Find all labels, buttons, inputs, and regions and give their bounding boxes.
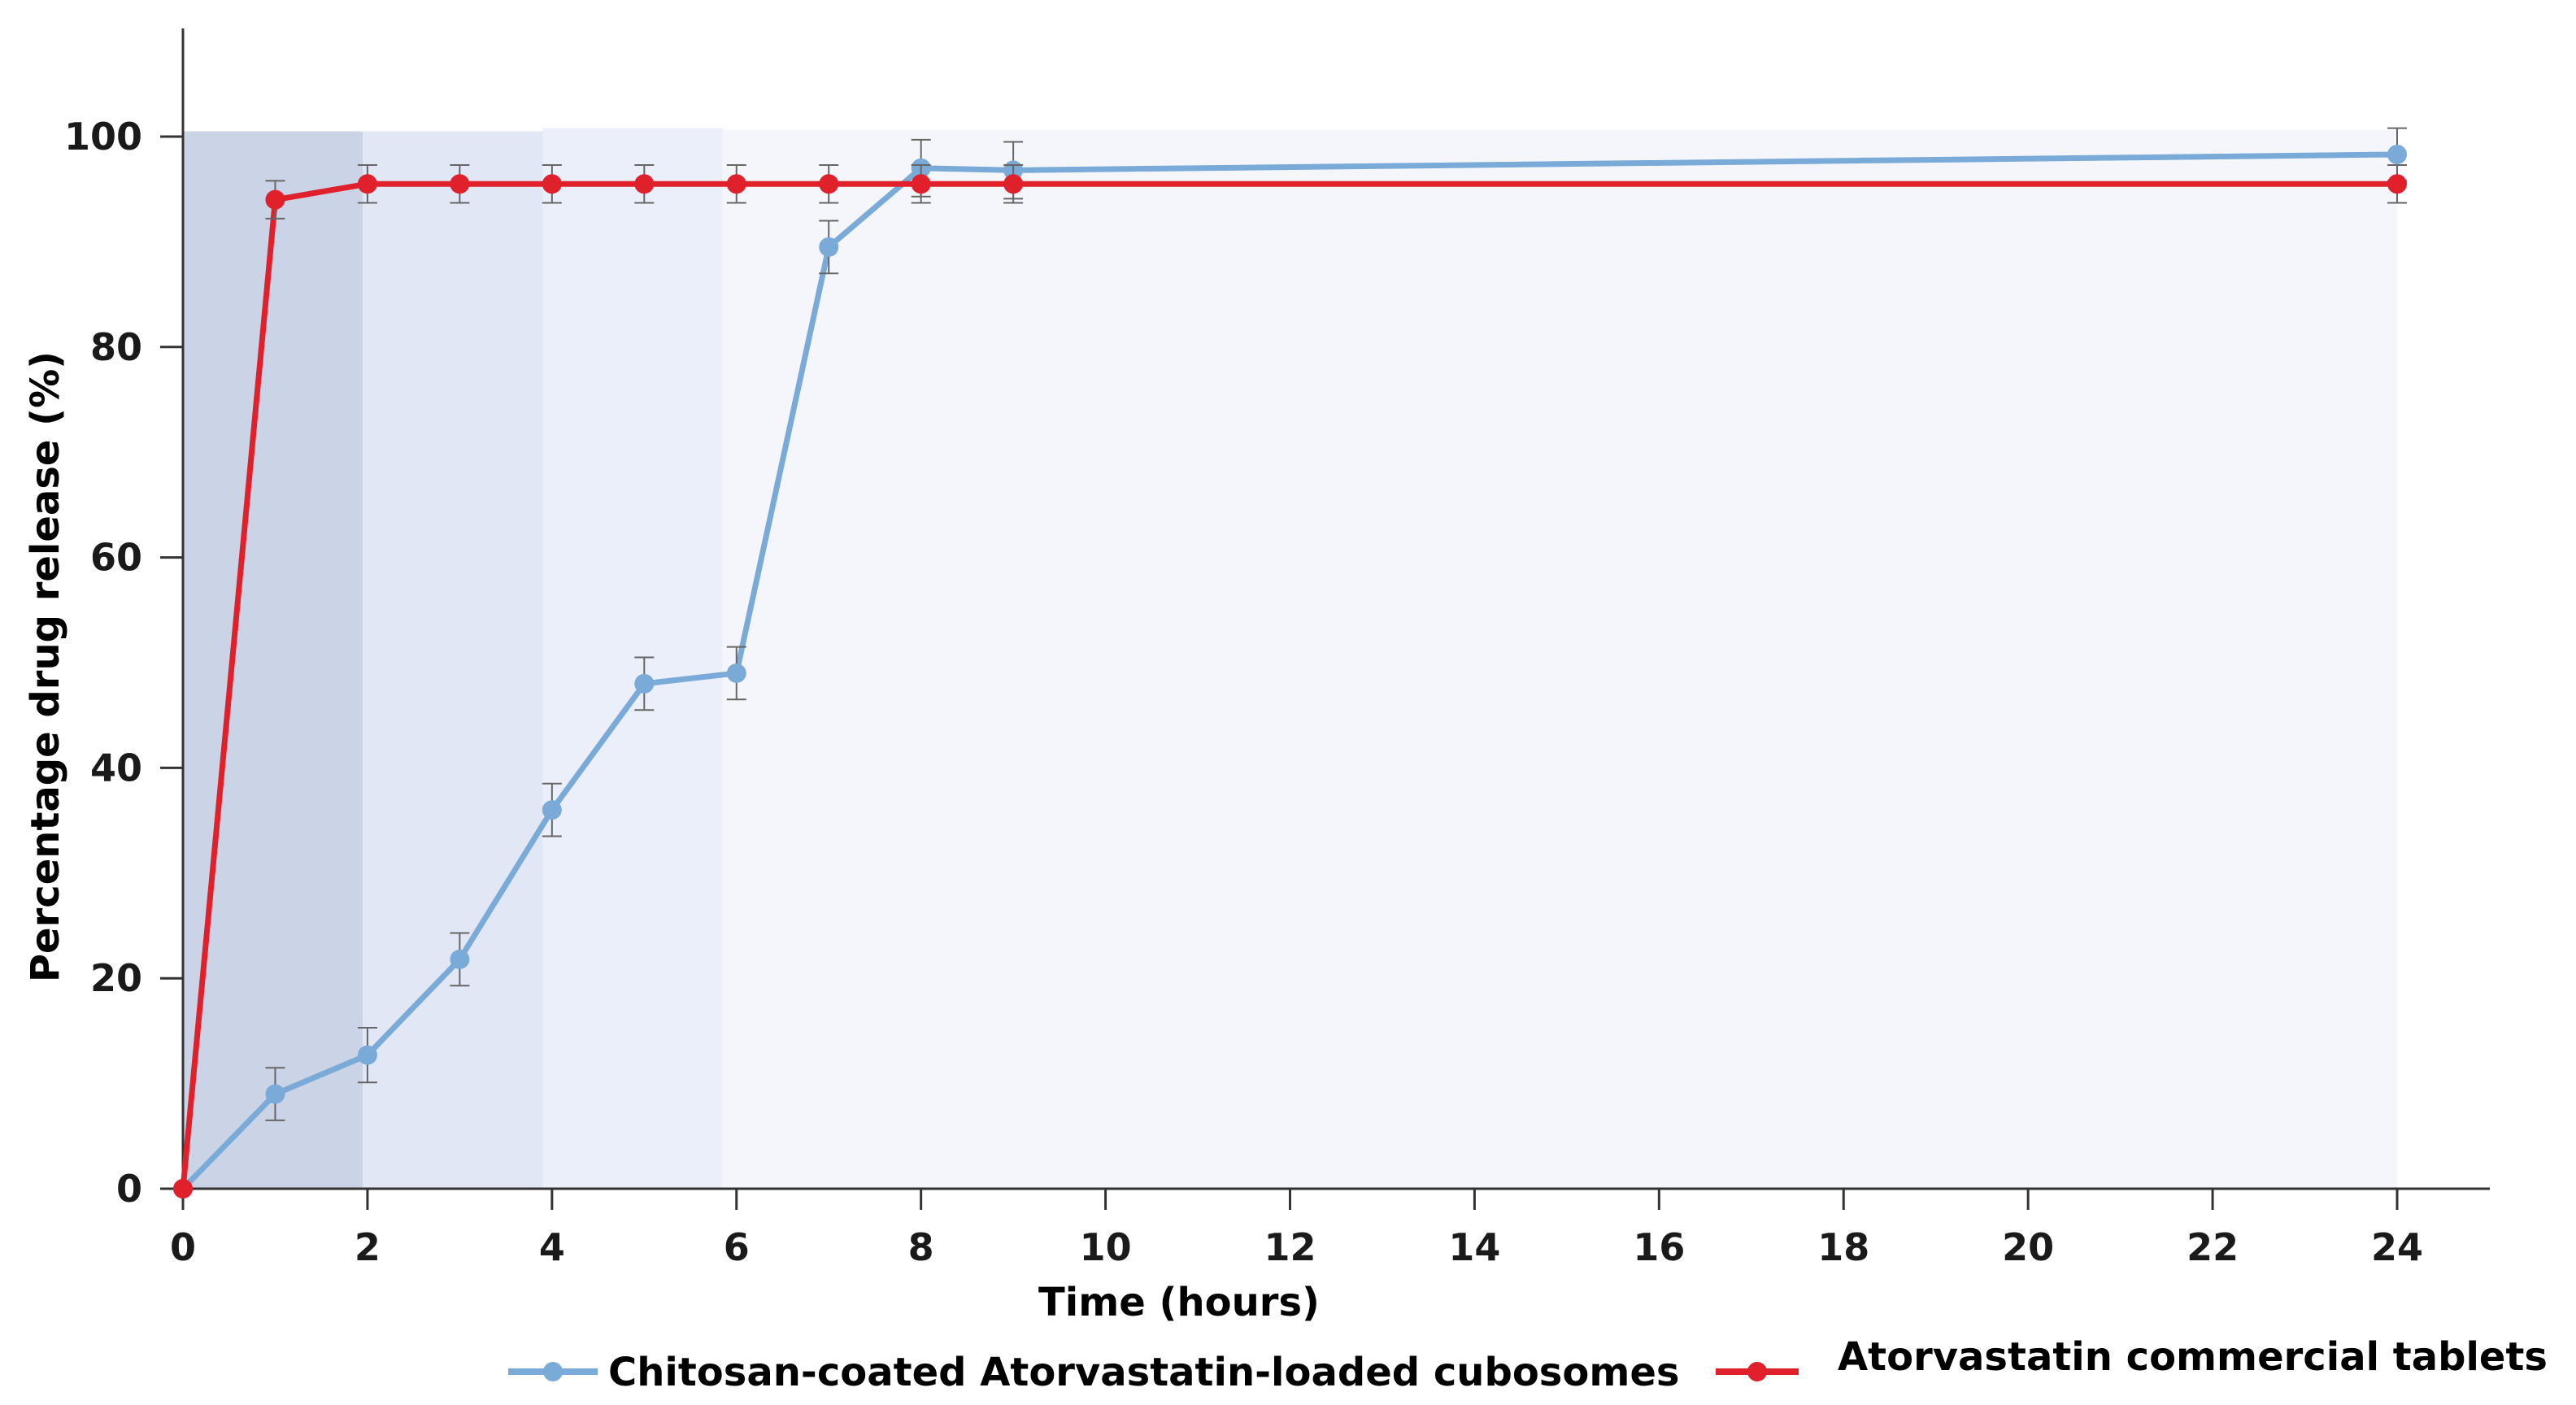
data-point-1-0 xyxy=(173,1179,193,1198)
data-point-1-9 xyxy=(1003,174,1024,194)
data-point-1-3 xyxy=(450,174,470,194)
x-tick-label-24: 24 xyxy=(2371,1225,2423,1269)
data-point-0-6 xyxy=(726,663,746,683)
data-point-1-7 xyxy=(819,174,839,194)
data-point-0-4 xyxy=(542,800,562,820)
data-point-1-2 xyxy=(357,174,377,194)
data-point-1-8 xyxy=(911,174,931,194)
x-tick-label-22: 22 xyxy=(2187,1225,2239,1269)
shaded-band-2 xyxy=(542,128,723,1190)
data-point-1-6 xyxy=(726,174,746,194)
x-tick-label-16: 16 xyxy=(1633,1225,1685,1269)
data-point-0-7 xyxy=(819,237,839,257)
x-tick-label-4: 4 xyxy=(539,1225,565,1269)
data-point-0-3 xyxy=(450,949,470,969)
shaded-bands xyxy=(183,128,2398,1190)
data-point-0-10 xyxy=(2387,144,2407,164)
x-tick-label-12: 12 xyxy=(1264,1225,1316,1269)
shaded-band-3 xyxy=(722,130,2398,1190)
data-point-0-2 xyxy=(357,1045,377,1065)
x-tick-label-10: 10 xyxy=(1080,1225,1132,1269)
y-tick-label-0: 0 xyxy=(116,1167,142,1211)
legend: Chitosan-coated Atorvastatin-loaded cubo… xyxy=(508,1334,2548,1395)
x-tick-label-8: 8 xyxy=(908,1225,934,1269)
legend-swatch-marker-tablets xyxy=(1747,1362,1767,1381)
data-point-0-1 xyxy=(265,1084,285,1104)
x-tick-label-2: 2 xyxy=(355,1225,381,1269)
x-tick-label-0: 0 xyxy=(170,1225,196,1269)
x-tick-label-14: 14 xyxy=(1448,1225,1500,1269)
y-axis-title: Percentage drug release (%) xyxy=(23,351,68,982)
x-axis-title: Time (hours) xyxy=(1038,1280,1320,1325)
x-tick-label-18: 18 xyxy=(1817,1225,1869,1269)
x-tick-label-20: 20 xyxy=(2002,1225,2054,1269)
shaded-band-1 xyxy=(363,131,543,1189)
y-tick-label-60: 60 xyxy=(90,536,142,580)
series-1 xyxy=(173,163,2407,1198)
data-point-1-4 xyxy=(542,174,562,194)
data-point-0-5 xyxy=(634,673,655,694)
legend-label-tablets: Atorvastatin commercial tablets xyxy=(1838,1334,2548,1380)
legend-swatch-marker-cubosomes xyxy=(543,1362,563,1381)
data-point-1-5 xyxy=(634,174,655,194)
y-tick-label-20: 20 xyxy=(90,956,142,1000)
shaded-band-0 xyxy=(183,131,363,1189)
data-point-1-1 xyxy=(265,189,285,210)
data-series xyxy=(173,127,2407,1198)
legend-label-cubosomes: Chitosan-coated Atorvastatin-loaded cubo… xyxy=(608,1350,1680,1395)
y-tick-label-40: 40 xyxy=(90,746,142,789)
y-tick-label-80: 80 xyxy=(90,325,142,369)
y-tick-label-100: 100 xyxy=(64,115,142,159)
series-0 xyxy=(173,127,2407,1198)
data-point-1-10 xyxy=(2387,174,2407,194)
x-tick-label-6: 6 xyxy=(724,1225,750,1269)
